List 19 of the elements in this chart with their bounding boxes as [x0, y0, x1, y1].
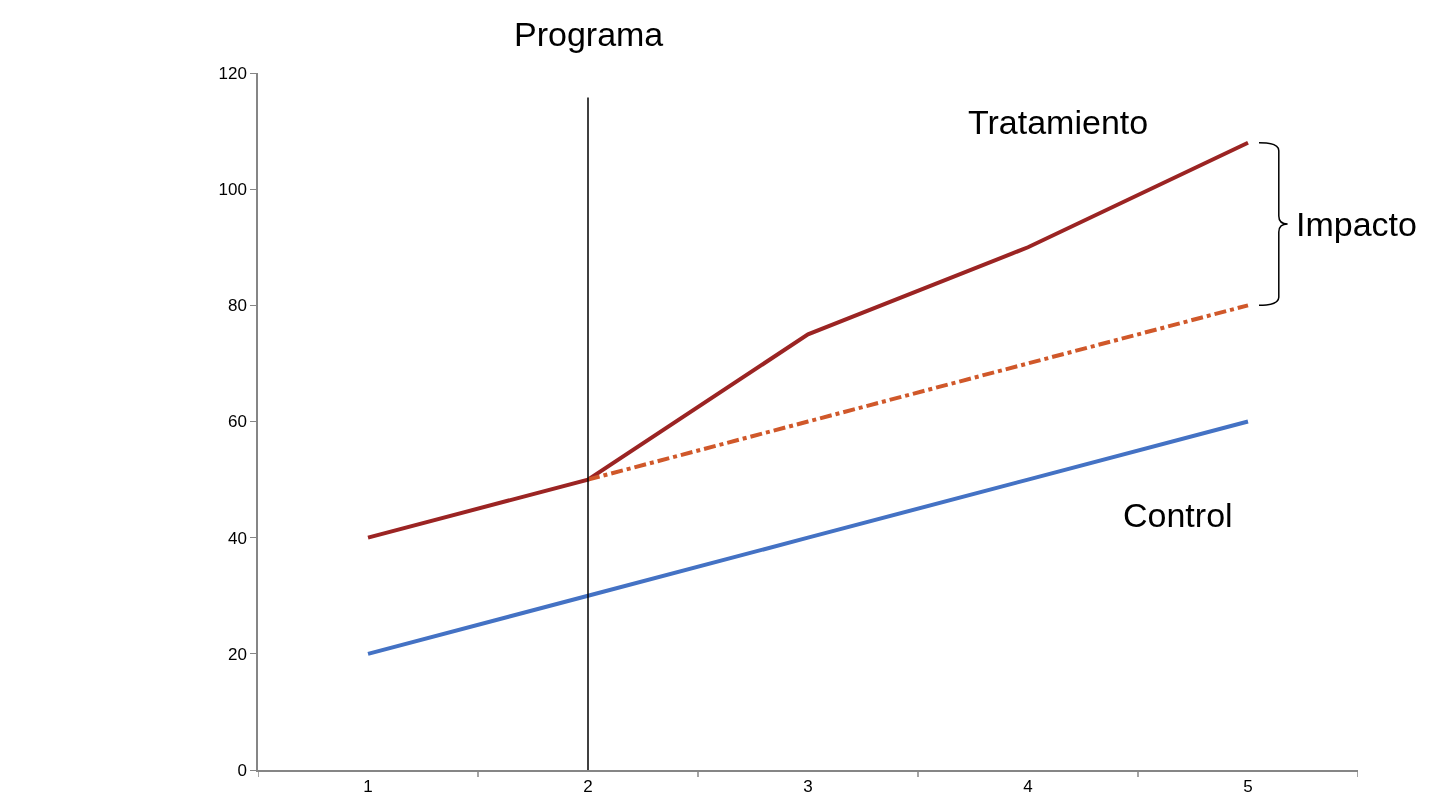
line-series	[366, 419, 1250, 656]
x-tick-label: 1	[363, 777, 373, 797]
annotation: Impacto	[1296, 205, 1417, 243]
y-tick-label: 20	[227, 644, 247, 664]
series-label: Control	[1123, 496, 1233, 534]
line-series	[586, 303, 1250, 482]
line-series	[366, 140, 1250, 540]
y-tick-label: 40	[227, 528, 247, 548]
y-tick-label: 80	[227, 296, 247, 316]
ref-line-label: Programa	[514, 15, 664, 53]
y-tick-label: 0	[237, 760, 247, 780]
x-tick-label: 5	[1243, 777, 1253, 797]
x-tick-label: 3	[803, 777, 813, 797]
y-tick-label: 60	[227, 412, 247, 432]
x-tick-label: 4	[1023, 777, 1033, 797]
series-label: Tratamiento	[968, 103, 1149, 141]
y-tick-label: 100	[218, 180, 247, 200]
x-tick-label: 2	[583, 777, 593, 797]
y-tick-label: 120	[218, 63, 247, 83]
